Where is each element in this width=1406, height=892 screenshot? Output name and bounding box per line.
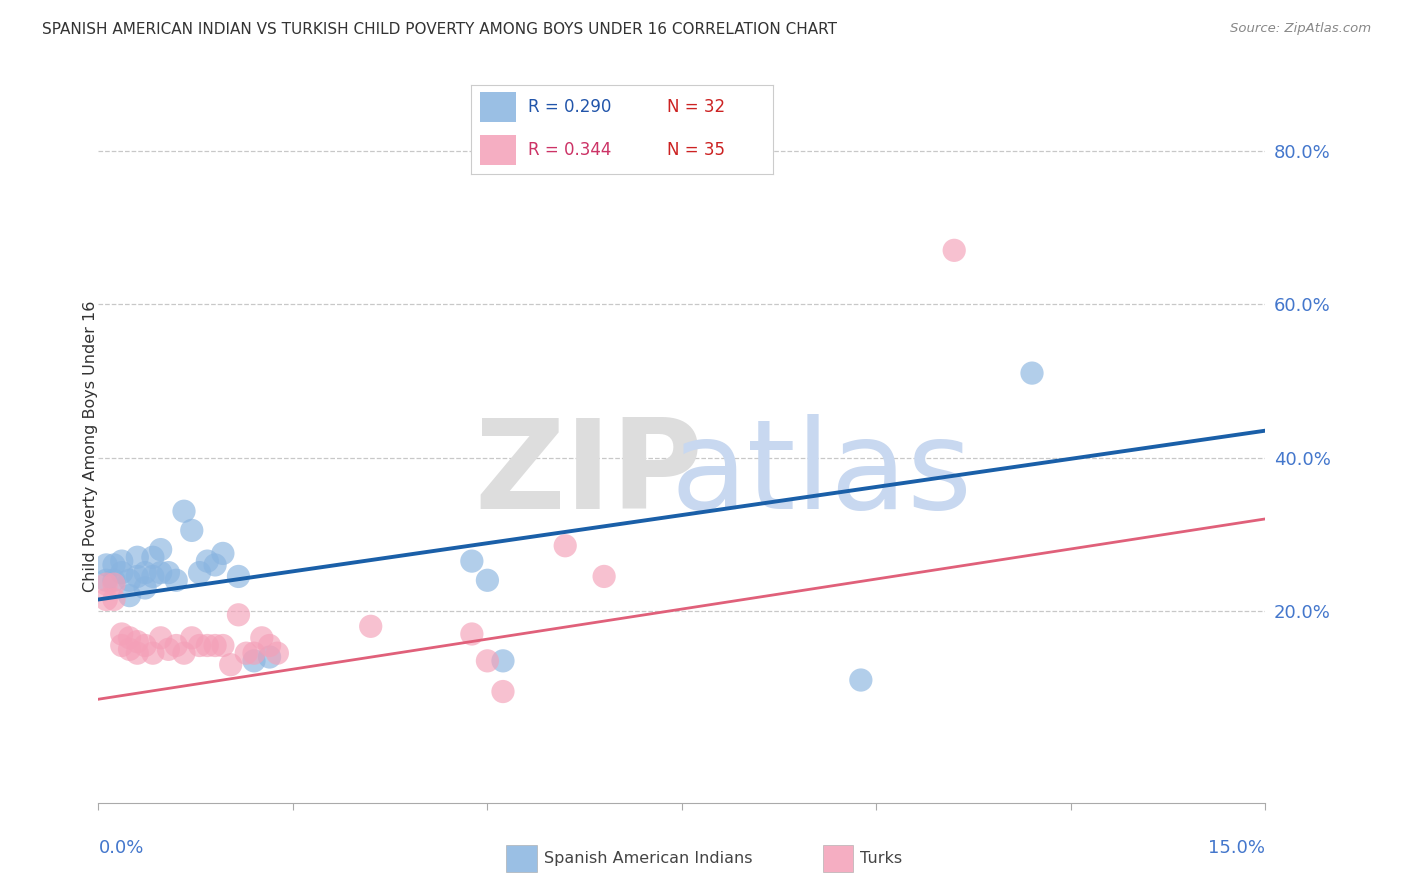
Point	[134, 566, 156, 580]
Point	[111, 627, 134, 641]
Point	[243, 646, 266, 660]
Point	[180, 631, 202, 645]
Point	[111, 639, 134, 653]
Point	[118, 589, 141, 603]
Point	[149, 542, 172, 557]
Text: ZIP: ZIP	[474, 414, 703, 535]
Point	[212, 546, 235, 560]
Text: 0.0%: 0.0%	[98, 838, 143, 856]
Point	[259, 650, 281, 665]
Text: N = 32: N = 32	[668, 98, 725, 116]
Text: R = 0.344: R = 0.344	[529, 141, 612, 159]
Text: N = 35: N = 35	[668, 141, 725, 159]
Point	[477, 654, 499, 668]
Point	[188, 566, 211, 580]
Text: SPANISH AMERICAN INDIAN VS TURKISH CHILD POVERTY AMONG BOYS UNDER 16 CORRELATION: SPANISH AMERICAN INDIAN VS TURKISH CHILD…	[42, 22, 837, 37]
Point	[228, 607, 250, 622]
Point	[360, 619, 382, 633]
Point	[118, 574, 141, 588]
Point	[96, 574, 118, 588]
Point	[103, 558, 125, 572]
Bar	[479, 135, 516, 165]
Point	[849, 673, 872, 687]
Point	[111, 566, 134, 580]
Point	[593, 569, 616, 583]
Point	[554, 539, 576, 553]
Text: R = 0.290: R = 0.290	[529, 98, 612, 116]
Point	[127, 569, 149, 583]
Y-axis label: Child Poverty Among Boys Under 16: Child Poverty Among Boys Under 16	[83, 301, 97, 591]
Point	[111, 554, 134, 568]
Point	[165, 574, 187, 588]
Point	[96, 592, 118, 607]
Point	[180, 524, 202, 538]
Point	[142, 569, 165, 583]
Point	[195, 639, 218, 653]
Point	[492, 654, 515, 668]
Point	[477, 574, 499, 588]
Text: atlas: atlas	[671, 414, 973, 535]
Point	[228, 569, 250, 583]
Point	[204, 639, 226, 653]
Point	[943, 244, 966, 258]
Point	[157, 642, 180, 657]
Point	[142, 550, 165, 565]
Point	[142, 646, 165, 660]
Text: Turks: Turks	[860, 851, 903, 866]
Text: Spanish American Indians: Spanish American Indians	[544, 851, 752, 866]
Point	[1021, 366, 1043, 380]
Point	[149, 566, 172, 580]
Point	[461, 554, 484, 568]
Bar	[823, 846, 853, 872]
Point	[134, 581, 156, 595]
Point	[266, 646, 288, 660]
Point	[103, 592, 125, 607]
Point	[103, 577, 125, 591]
Text: 15.0%: 15.0%	[1208, 838, 1265, 856]
Point	[127, 646, 149, 660]
Point	[103, 574, 125, 588]
Point	[96, 558, 118, 572]
Point	[157, 566, 180, 580]
Point	[259, 639, 281, 653]
Point	[219, 657, 242, 672]
Point	[188, 639, 211, 653]
Point	[127, 634, 149, 648]
Point	[127, 550, 149, 565]
Point	[195, 554, 218, 568]
Point	[118, 631, 141, 645]
Text: Source: ZipAtlas.com: Source: ZipAtlas.com	[1230, 22, 1371, 36]
Point	[212, 639, 235, 653]
Point	[149, 631, 172, 645]
Bar	[506, 846, 537, 872]
Point	[96, 577, 118, 591]
Point	[250, 631, 273, 645]
Point	[173, 646, 195, 660]
Point	[204, 558, 226, 572]
Point	[134, 639, 156, 653]
Point	[165, 639, 187, 653]
Point	[173, 504, 195, 518]
Point	[461, 627, 484, 641]
Point	[235, 646, 257, 660]
Point	[118, 642, 141, 657]
Point	[492, 684, 515, 698]
Point	[243, 654, 266, 668]
Bar	[479, 92, 516, 122]
